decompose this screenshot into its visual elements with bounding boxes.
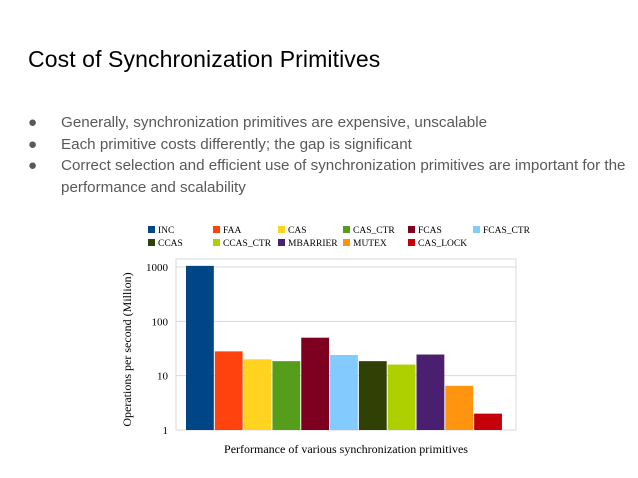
y-tick-label: 100: [152, 316, 169, 328]
bullet-item: ● Each primitive costs differently; the …: [28, 134, 628, 156]
bar-cas-lock: [474, 413, 502, 430]
bar-cas-ctr: [272, 361, 301, 430]
legend-label: MBARRIER: [288, 239, 338, 249]
bar-faa: [214, 351, 243, 430]
slide-title: Cost of Synchronization Primitives: [28, 46, 381, 72]
legend-label: FAA: [223, 226, 241, 236]
legend-swatch: [148, 239, 155, 246]
legend-swatch: [343, 239, 350, 246]
y-axis-label: Operations per second (Million): [120, 272, 134, 426]
bullet-dot-icon: ●: [28, 135, 38, 153]
y-tick-label: 1: [163, 425, 169, 437]
y-tick-label: 1000: [146, 262, 169, 274]
legend-swatch: [473, 226, 480, 233]
legend-swatch: [278, 239, 285, 246]
bar-fcas-ctr: [330, 355, 358, 430]
legend-label: INC: [158, 226, 174, 236]
bar-mutex: [445, 385, 474, 430]
bullet-text: Generally, synchronization primitives ar…: [61, 114, 488, 131]
bullet-dot-icon: ●: [28, 157, 38, 174]
legend-label: CAS_CTR: [353, 226, 395, 236]
legend-label: FCAS_CTR: [483, 226, 531, 236]
bar-ccas: [358, 361, 387, 430]
bullet-item: ● Correct selection and efficient use of…: [28, 155, 628, 198]
legend-swatch: [213, 239, 220, 246]
bar-fcas: [301, 337, 330, 430]
legend-swatch: [408, 226, 415, 233]
bar-inc: [186, 265, 214, 430]
legend-swatch: [213, 226, 220, 233]
bullet-list: ● Generally, synchronization primitives …: [28, 112, 628, 198]
bar-mbarrier: [416, 354, 445, 430]
legend-swatch: [148, 226, 155, 233]
bullet-text: Correct selection and efficient use of s…: [61, 157, 626, 196]
y-tick-label: 10: [157, 371, 169, 383]
bullet-text: Each primitive costs differently; the ga…: [61, 135, 412, 153]
legend-label: CCAS: [158, 239, 183, 249]
legend-label: CCAS_CTR: [223, 239, 272, 249]
legend-label: FCAS: [418, 226, 442, 236]
legend-label: CAS: [288, 226, 306, 236]
bar-cas: [243, 359, 272, 430]
x-axis-label: Performance of various synchronization p…: [224, 442, 468, 456]
legend-label: MUTEX: [353, 239, 387, 249]
legend-swatch: [278, 226, 285, 233]
bar-ccas-ctr: [387, 364, 416, 430]
legend-swatch: [408, 239, 415, 246]
bullet-dot-icon: ●: [28, 114, 38, 131]
legend-swatch: [343, 226, 350, 233]
legend-label: CAS_LOCK: [418, 239, 467, 249]
bullet-item: ● Generally, synchronization primitives …: [28, 112, 628, 134]
